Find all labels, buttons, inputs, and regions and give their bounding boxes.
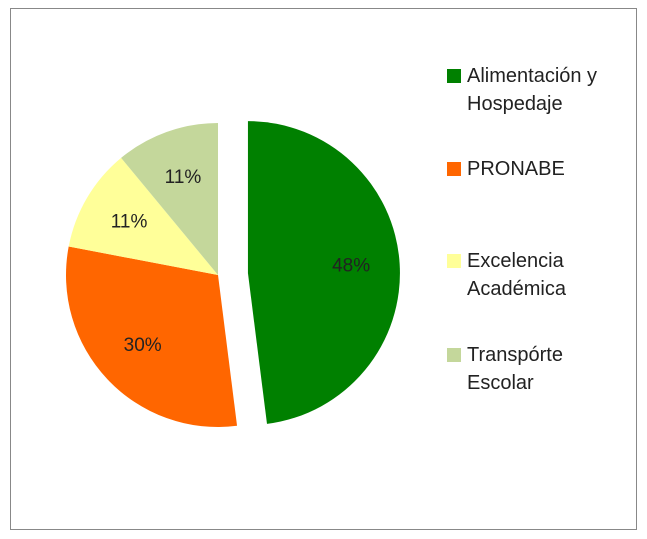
pie-slice <box>121 123 218 275</box>
data-label: 11% <box>111 211 148 232</box>
legend-item: Alimentación y Hospedaje <box>447 62 622 118</box>
pie-slice <box>247 121 400 424</box>
pie-slice <box>66 246 238 427</box>
pie-slice <box>68 157 218 275</box>
data-label: 30% <box>124 335 162 356</box>
legend-label: PRONABE <box>467 158 565 180</box>
legend-item: PRONABE <box>447 155 622 183</box>
legend-swatch <box>447 348 461 362</box>
legend-item: Excelencia Académica <box>447 247 622 303</box>
legend-label: Alimentación y Hospedaje <box>467 65 598 115</box>
data-label: 11% <box>165 167 202 188</box>
legend-swatch <box>447 69 461 83</box>
data-label: 48% <box>332 256 370 277</box>
legend-swatch <box>447 254 461 268</box>
legend-label: Transpórte Escolar <box>467 344 563 394</box>
legend-swatch <box>447 162 461 176</box>
legend-item: Transpórte Escolar <box>447 341 622 397</box>
legend-label: Excelencia Académica <box>467 250 566 300</box>
